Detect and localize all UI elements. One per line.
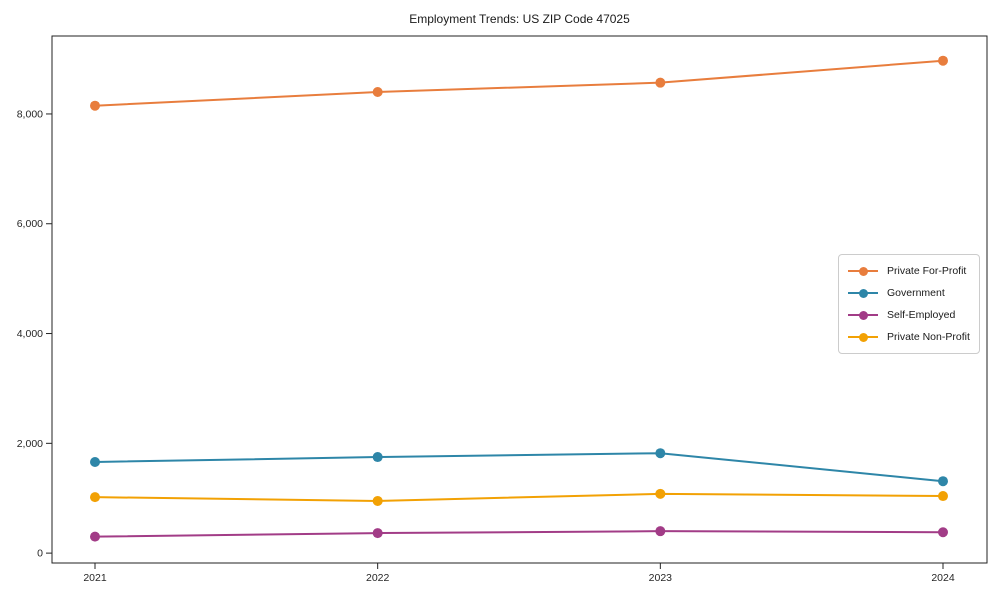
data-point — [938, 55, 948, 66]
data-point — [938, 491, 948, 502]
x-tick-label: 2021 — [83, 572, 107, 584]
data-point — [938, 527, 948, 538]
data-point — [655, 448, 666, 459]
x-tick-label: 2022 — [366, 572, 390, 584]
legend-item-government: Government — [848, 282, 970, 304]
data-point — [655, 77, 666, 88]
x-tick-label: 2024 — [931, 572, 955, 584]
legend-marker-icon — [848, 310, 878, 320]
legend-marker-icon — [848, 266, 878, 276]
legend-label: Government — [887, 287, 945, 299]
legend-label: Private For-Profit — [887, 265, 967, 277]
legend-marker-icon — [848, 288, 878, 298]
series-line-self-employed — [94, 530, 944, 538]
y-tick-label: 6,000 — [17, 218, 43, 230]
y-tick-label: 2,000 — [17, 438, 43, 450]
legend-item-self-employed: Self-Employed — [848, 304, 970, 326]
series-line-private-for-profit — [94, 59, 944, 107]
data-point — [372, 86, 383, 97]
legend-dot-sample — [858, 266, 868, 276]
legend-label: Self-Employed — [887, 309, 956, 321]
y-tick-label: 0 — [37, 548, 43, 560]
legend-dot-sample — [858, 288, 868, 298]
legend-dot-sample — [858, 310, 868, 320]
data-point — [90, 100, 100, 111]
data-point — [655, 488, 666, 499]
data-point — [90, 531, 100, 542]
data-point — [938, 476, 948, 487]
legend-marker-icon — [848, 332, 878, 342]
y-tick-label: 4,000 — [17, 328, 43, 340]
chart-title: Employment Trends: US ZIP Code 47025 — [409, 12, 630, 26]
data-point — [372, 528, 383, 539]
series-line-private-non-profit — [94, 492, 944, 502]
data-point — [90, 492, 100, 503]
data-point — [655, 526, 666, 537]
series-line-government — [94, 452, 944, 483]
legend: Private For-Profit Government Self-Employe… — [838, 254, 980, 354]
data-point — [372, 452, 383, 463]
legend-dot-sample — [858, 332, 868, 342]
data-point — [90, 456, 100, 467]
y-tick-label: 8,000 — [17, 108, 43, 120]
legend-item-private-for-profit: Private For-Profit — [848, 260, 970, 282]
plot-border — [51, 35, 988, 564]
x-tick-label: 2023 — [649, 572, 673, 584]
legend-label: Private Non-Profit — [887, 331, 970, 343]
data-point — [372, 495, 383, 506]
legend-item-private-non-profit: Private Non-Profit — [848, 326, 970, 348]
